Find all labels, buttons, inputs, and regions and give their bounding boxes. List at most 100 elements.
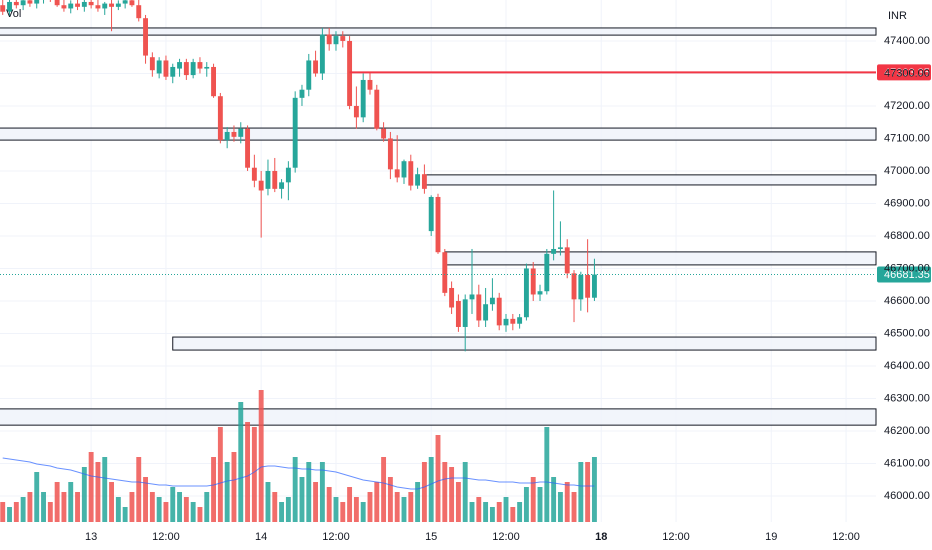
candle-body: [530, 268, 536, 295]
volume-bar: [387, 477, 393, 522]
y-tick-label: 46000.00: [884, 490, 930, 502]
volume-label: Vol: [6, 8, 21, 20]
candle-body: [313, 60, 319, 74]
volume-bar: [517, 502, 523, 522]
volume-bar: [564, 482, 570, 522]
volume-bar: [81, 467, 87, 522]
volume-bar: [435, 435, 441, 522]
volume-bar: [95, 462, 101, 522]
volume-bar: [442, 462, 448, 522]
candle-body: [360, 79, 366, 118]
candle-body: [585, 274, 591, 298]
candle-body: [149, 57, 155, 71]
volume-bar: [102, 457, 108, 522]
volume-bar: [129, 492, 135, 522]
volume-bar: [20, 497, 26, 522]
volume-bar: [61, 492, 67, 522]
volume-bar: [319, 462, 325, 522]
x-tick-label: 12:00: [322, 531, 350, 543]
volume-bar: [211, 457, 217, 522]
candle-body: [68, 3, 74, 9]
candle-body: [88, 1, 94, 6]
candle-body: [95, 5, 101, 9]
candle-body: [7, 1, 12, 12]
volume-bar: [177, 492, 183, 522]
candle-body: [428, 196, 434, 232]
y-tick-label: 46300.00: [884, 392, 930, 404]
candle-body: [564, 247, 570, 274]
volume-bar: [156, 497, 162, 522]
candle-body: [217, 96, 223, 141]
candle-body: [211, 66, 217, 97]
y-tick-label: 46200.00: [884, 425, 930, 437]
candle-body: [578, 274, 584, 300]
volume-bar: [190, 502, 196, 522]
candle-body: [292, 97, 298, 168]
candle-body: [544, 253, 550, 292]
x-tick-label: 12:00: [492, 531, 520, 543]
volume-bar: [476, 497, 482, 522]
volume-bar: [224, 462, 230, 522]
volume-bar: [313, 482, 319, 522]
candle-body: [476, 294, 482, 321]
candle-body: [238, 128, 244, 137]
volume-bar: [326, 487, 332, 522]
y-tick-label: 47200.00: [884, 100, 930, 112]
volume-bar: [13, 502, 19, 522]
volume-bar: [231, 452, 237, 522]
candle-body: [394, 169, 400, 178]
candle-body: [183, 62, 189, 76]
candle-body: [326, 34, 332, 45]
volume-bar: [421, 462, 427, 522]
volume-bar: [122, 507, 128, 522]
volume-bar: [183, 497, 189, 522]
volume-bar: [217, 427, 223, 522]
candle-body: [190, 62, 196, 76]
x-tick-label: 13: [85, 531, 97, 543]
candle-body: [204, 66, 210, 69]
volume-bar: [136, 457, 142, 522]
candle-body: [136, 5, 142, 19]
x-tick-label: 19: [765, 531, 777, 543]
candle-body: [340, 36, 346, 41]
y-tick-label: 47300.00: [884, 67, 930, 79]
price-label-box: [877, 64, 931, 81]
volume-bar: [41, 492, 46, 522]
candle-body: [54, 0, 60, 6]
volume-bar: [143, 477, 148, 522]
candle-body: [285, 167, 291, 183]
x-tick-label: 12:00: [152, 531, 180, 543]
volume-bar: [347, 487, 353, 522]
volume-bar: [469, 502, 475, 522]
axis-layer: 46000.00 46100.00 46200.00 46300.00 46400.00…: [85, 35, 930, 543]
x-tick-label: 12:00: [832, 531, 860, 543]
volume-bar: [47, 502, 53, 522]
volume-bar: [340, 502, 346, 522]
candle-body: [483, 304, 489, 321]
candle-body: [449, 287, 455, 308]
candle-body: [381, 128, 387, 139]
candle-layer: [0, 0, 597, 352]
y-tick-label: 46500.00: [884, 327, 930, 339]
volume-bar: [88, 452, 94, 522]
candle-body: [279, 182, 285, 189]
candle-body: [401, 161, 407, 178]
volume-bar: [251, 427, 257, 522]
zone: [172, 336, 877, 351]
volume-bar: [381, 457, 387, 522]
candle-body: [115, 3, 121, 7]
candle-body: [571, 273, 577, 300]
candle-body: [251, 167, 257, 181]
y-tick-label: 46700.00: [884, 262, 930, 274]
y-tick-label: 47000.00: [884, 165, 930, 177]
candle-body: [591, 274, 597, 298]
candle-body: [517, 317, 523, 324]
candle-body: [408, 161, 414, 186]
volume-bar: [557, 492, 563, 522]
volume-bar: [34, 472, 40, 522]
price-line-layer: 47303.35 46681.35: [0, 64, 931, 283]
candle-body: [442, 252, 448, 293]
candle-body: [231, 131, 237, 137]
candle-body: [143, 18, 148, 56]
